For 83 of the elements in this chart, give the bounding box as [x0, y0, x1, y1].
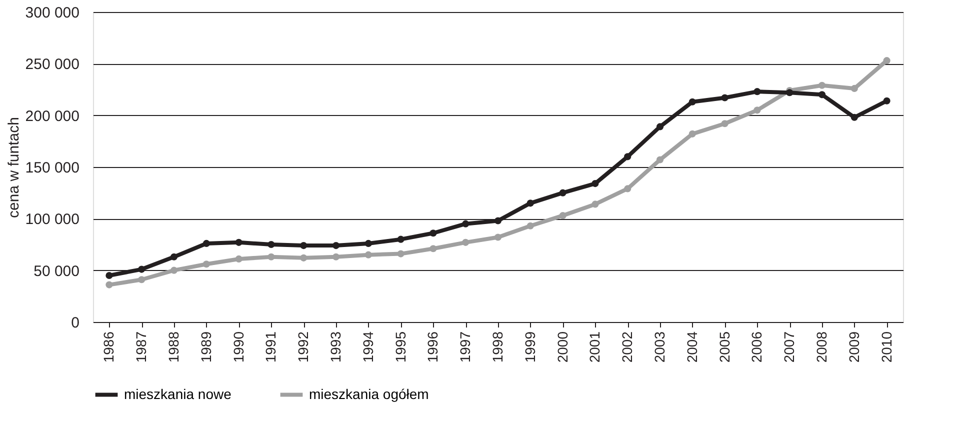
x-tick-label: 1993	[328, 331, 344, 363]
x-tick-label: 2000	[554, 331, 570, 363]
x-tick-label: 2010	[878, 331, 894, 363]
legend-label: mieszkania ogółem	[309, 386, 429, 402]
x-tick-label: 2001	[586, 331, 603, 363]
point	[850, 84, 858, 92]
x-tick-label: 1986	[100, 331, 117, 363]
x-tick-label: 1988	[166, 331, 182, 363]
point	[688, 98, 696, 106]
x-tick-label: 2004	[684, 331, 700, 363]
x-tick-label: 1987	[133, 331, 150, 363]
y-axis-title: cena w funtach	[5, 117, 22, 218]
point	[364, 240, 372, 247]
x-tick-label: 1991	[262, 331, 279, 363]
point	[332, 242, 340, 250]
y-tick-label: 200 000	[25, 108, 80, 125]
point	[202, 240, 210, 247]
point	[397, 250, 404, 258]
point	[332, 253, 340, 260]
point	[494, 217, 502, 224]
x-tick-label: 1997	[457, 331, 474, 363]
point	[559, 212, 566, 220]
y-tick-label: 250 000	[25, 56, 80, 74]
x-tick-label: 1996	[424, 331, 441, 363]
x-tick-label: 2008	[814, 331, 830, 363]
y-tick-label: 50 000	[34, 262, 80, 280]
y-tick-label: 150 000	[25, 160, 80, 176]
point	[754, 88, 761, 96]
point	[688, 130, 696, 138]
legend-label: mieszkania nowe	[124, 386, 232, 402]
x-tick-label: 2002	[619, 331, 636, 363]
point	[559, 189, 566, 196]
point	[138, 276, 146, 284]
point	[106, 281, 113, 288]
point	[592, 180, 599, 188]
point	[202, 260, 210, 268]
point	[818, 82, 826, 89]
point	[430, 245, 437, 252]
point	[268, 240, 275, 248]
y-tick-label: 100 000	[25, 211, 80, 228]
y-tick-label: 0	[71, 314, 80, 332]
point	[430, 230, 437, 237]
x-tick-label: 1998	[490, 331, 506, 363]
x-tick-label: 2007	[781, 331, 798, 363]
point	[462, 238, 470, 246]
point	[235, 238, 242, 246]
x-tick-label: 2003	[652, 331, 668, 363]
point	[170, 253, 178, 260]
point	[300, 242, 308, 250]
point	[235, 255, 242, 262]
point	[656, 123, 664, 130]
point	[592, 200, 599, 208]
point	[170, 266, 178, 274]
point	[883, 57, 890, 64]
x-tick-label: 1989	[198, 331, 214, 363]
x-tick-label: 1990	[230, 331, 246, 363]
point	[364, 251, 372, 258]
point	[721, 120, 728, 128]
point	[624, 185, 632, 192]
point	[818, 91, 826, 98]
x-tick-label: 1999	[522, 331, 538, 363]
x-tick-label: 1995	[392, 331, 408, 363]
y-tick-label: 300 000	[25, 4, 80, 22]
x-tick-label: 2005	[716, 331, 732, 363]
point	[526, 200, 534, 207]
point	[883, 97, 890, 104]
point	[268, 253, 275, 260]
point	[397, 236, 404, 243]
point	[624, 153, 632, 160]
point	[106, 272, 113, 280]
x-tick-label: 1992	[295, 331, 312, 363]
point	[138, 266, 146, 273]
point	[721, 94, 728, 102]
point	[656, 156, 664, 164]
point	[526, 222, 534, 230]
x-tick-label: 1994	[360, 331, 376, 363]
point	[850, 114, 858, 121]
point	[300, 254, 308, 262]
point	[462, 220, 470, 228]
x-tick-label: 2009	[846, 331, 862, 363]
point	[494, 234, 502, 241]
x-tick-label: 2006	[748, 331, 765, 363]
point	[754, 106, 761, 114]
